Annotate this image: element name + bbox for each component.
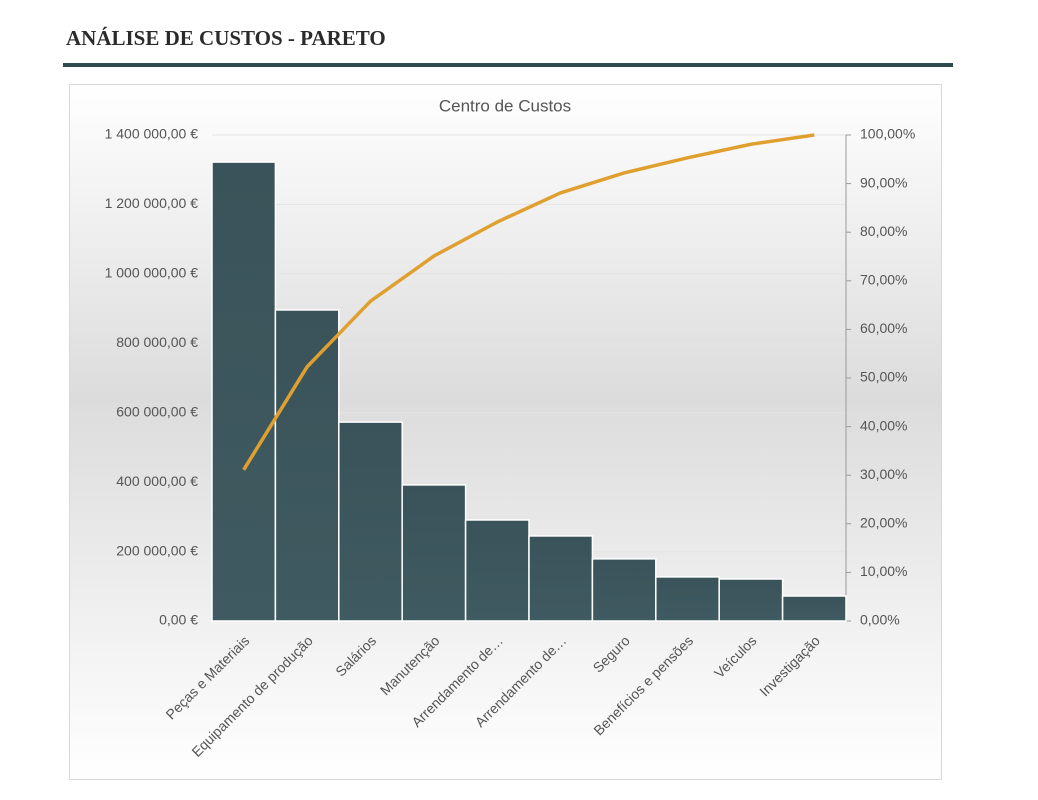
y2-tick-label: 100,00%	[860, 126, 915, 142]
bar	[591, 558, 657, 622]
y2-tick-label: 80,00%	[860, 223, 907, 239]
y-tick-label: 1 400 000,00 €	[105, 126, 199, 142]
y-tick-label: 400 000,00 €	[116, 473, 198, 489]
y-tick-label: 600 000,00 €	[116, 403, 198, 419]
bar	[655, 576, 720, 622]
y2-tick-label: 40,00%	[860, 417, 907, 433]
y2-tick-label: 50,00%	[860, 369, 907, 385]
y2-tick-label: 0,00%	[860, 612, 900, 628]
bar	[528, 535, 594, 622]
cumulative-line	[242, 133, 815, 471]
bar	[718, 578, 784, 622]
bar	[781, 595, 847, 622]
bar	[211, 161, 277, 622]
y2-tick-label: 60,00%	[860, 320, 907, 336]
y2-tick-label: 30,00%	[860, 466, 907, 482]
bar	[274, 309, 340, 622]
y-tick-label: 1 200 000,00 €	[105, 195, 199, 211]
chart-title: Centro de Custos	[439, 96, 571, 115]
y-tick-label: 200 000,00 €	[116, 542, 198, 558]
bar	[401, 484, 467, 622]
y2-tick-label: 10,00%	[860, 563, 907, 579]
y-tick-label: 1 000 000,00 €	[105, 265, 199, 281]
y2-tick-label: 90,00%	[860, 174, 907, 190]
bar	[464, 519, 530, 622]
y2-tick-label: 70,00%	[860, 272, 907, 288]
page-title: ANÁLISE DE CUSTOS - PARETO	[66, 26, 386, 50]
title-rule	[63, 63, 953, 67]
y2-tick-label: 20,00%	[860, 515, 907, 531]
y-tick-label: 800 000,00 €	[116, 334, 198, 350]
bar	[338, 421, 403, 622]
y-tick-label: 0,00 €	[159, 612, 198, 628]
